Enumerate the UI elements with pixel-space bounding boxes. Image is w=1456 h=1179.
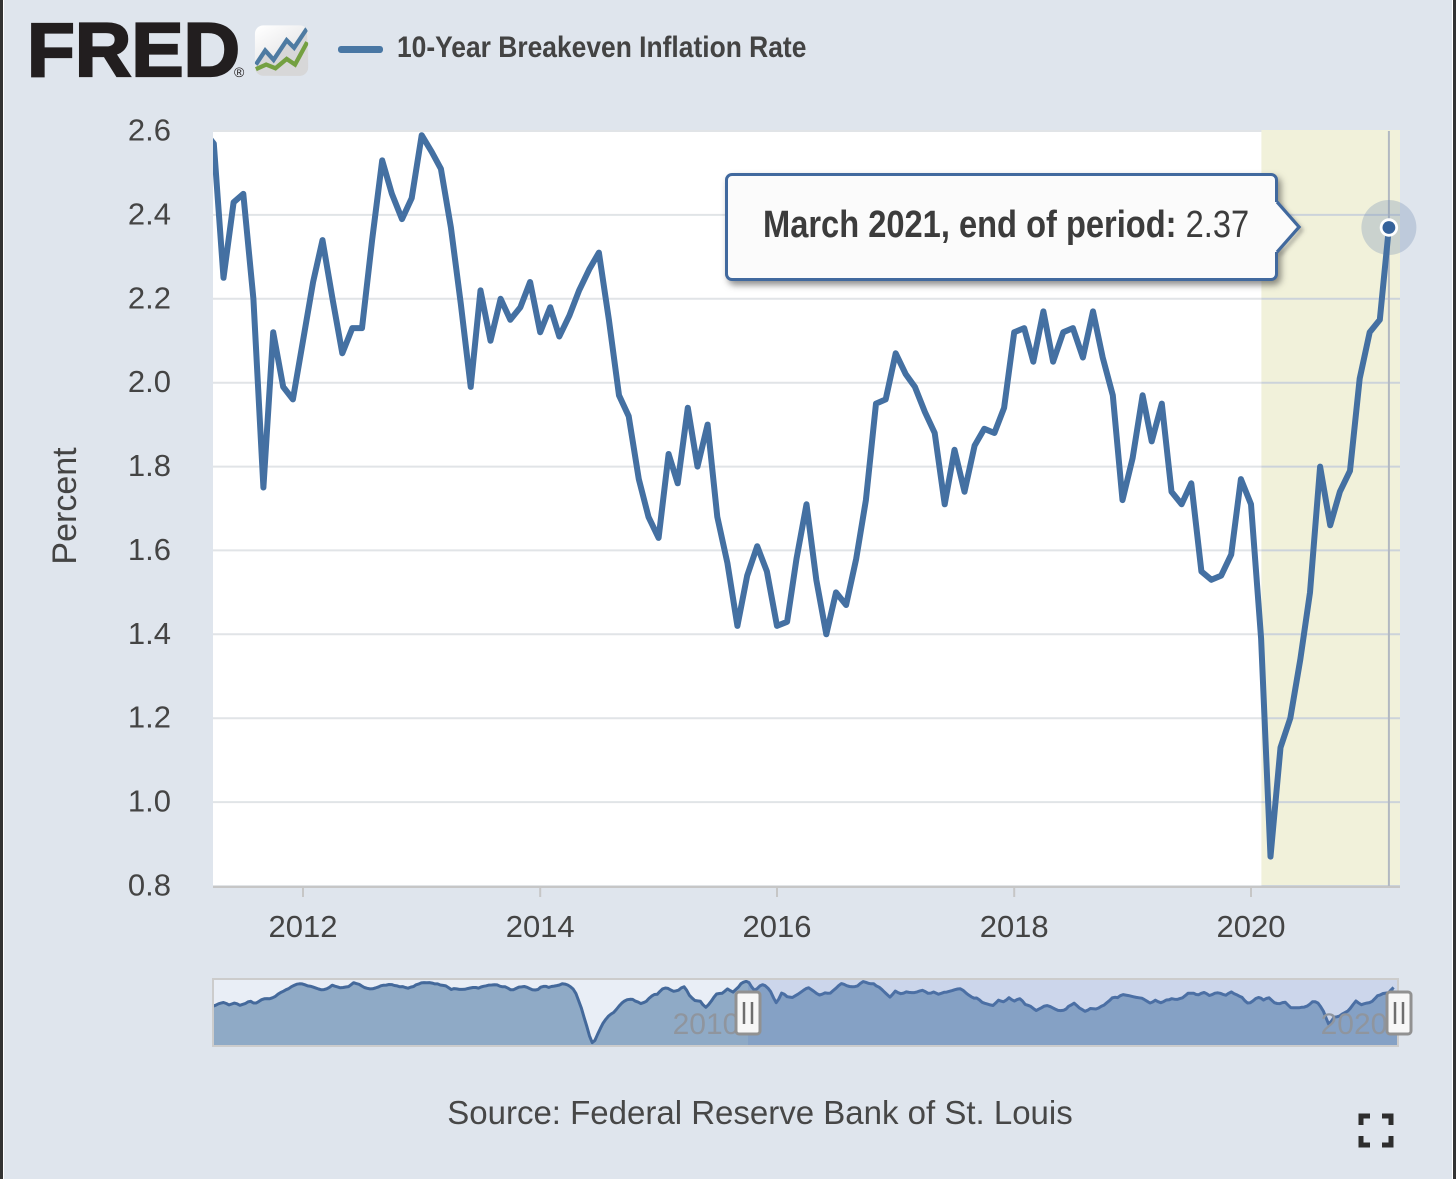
svg-text:2.2: 2.2 (128, 280, 171, 315)
svg-text:2016: 2016 (743, 909, 812, 944)
svg-text:2012: 2012 (269, 909, 338, 944)
svg-text:2010: 2010 (673, 1008, 740, 1041)
svg-text:1.8: 1.8 (128, 448, 171, 483)
svg-text:2020: 2020 (1217, 909, 1286, 944)
svg-text:2.0: 2.0 (128, 364, 171, 399)
svg-text:2014: 2014 (506, 909, 575, 944)
svg-text:2.4: 2.4 (128, 196, 171, 231)
svg-text:Percent: Percent (46, 447, 84, 565)
svg-text:0.8: 0.8 (128, 868, 171, 903)
svg-text:1.2: 1.2 (128, 700, 171, 735)
svg-text:1.6: 1.6 (128, 532, 171, 567)
svg-text:1.4: 1.4 (128, 616, 171, 651)
svg-text:2020: 2020 (1321, 1008, 1388, 1041)
svg-text:1.0: 1.0 (128, 784, 171, 819)
svg-text:2.6: 2.6 (128, 113, 171, 148)
svg-text:2018: 2018 (980, 909, 1049, 944)
